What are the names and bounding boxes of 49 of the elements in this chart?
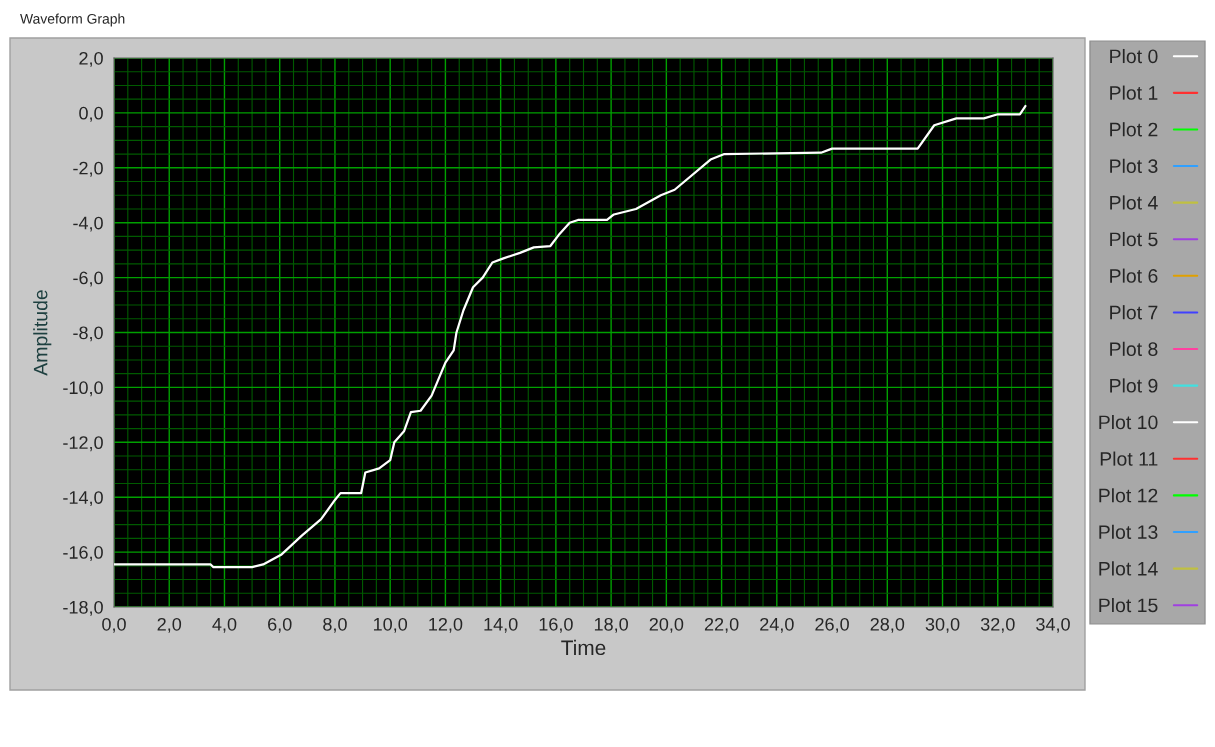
x-tick-label: 12,0	[429, 617, 463, 633]
x-tick-label: 16,0	[539, 617, 573, 633]
x-tick-label: 24,0	[760, 617, 794, 633]
legend-label: Plot 3	[1110, 158, 1158, 174]
y-tick-label: -10,0	[63, 381, 103, 397]
x-axis-title: Time	[561, 639, 606, 656]
x-tick-label: 22,0	[704, 617, 739, 633]
x-tick-label: 6,0	[268, 617, 292, 633]
y-tick-label: -8,0	[73, 326, 103, 342]
legend-label: Plot 8	[1110, 341, 1158, 357]
y-axis-title: Amplitude	[33, 290, 52, 376]
legend-label: Plot 1	[1110, 85, 1158, 100]
x-tick-label: 14,0	[484, 617, 518, 633]
chart-title: Waveform Graph	[20, 13, 125, 27]
legend-label: Plot 12	[1099, 488, 1158, 503]
legend-label: Plot 10	[1099, 414, 1158, 430]
x-tick-label: 26,0	[815, 617, 849, 633]
y-tick-label: -12,0	[63, 436, 103, 452]
legend-label: Plot 9	[1110, 378, 1158, 393]
legend-label: Plot 2	[1110, 122, 1158, 137]
x-tick-label: 30,0	[925, 617, 960, 633]
y-tick-label: -18,0	[63, 600, 103, 616]
legend-label: Plot 4	[1110, 195, 1158, 210]
x-tick-label: 28,0	[870, 617, 905, 633]
y-tick-label: 2,0	[79, 51, 103, 67]
x-tick-label: 20,0	[649, 617, 684, 633]
y-tick-label: 0,0	[79, 106, 103, 122]
x-tick-label: 0,0	[102, 617, 126, 633]
x-tick-label: 4,0	[212, 617, 237, 633]
legend-label: Plot 14	[1099, 561, 1158, 576]
legend-label: Plot 7	[1110, 305, 1158, 320]
x-tick-label: 2,0	[157, 617, 182, 633]
y-tick-label: -14,0	[63, 491, 103, 507]
y-tick-label: -16,0	[63, 546, 103, 561]
x-tick-label: 34,0	[1036, 617, 1070, 633]
legend-label: Plot 5	[1110, 231, 1158, 247]
y-tick-label: -6,0	[73, 271, 103, 287]
legend-label: Plot 11	[1100, 451, 1158, 466]
legend-label: Plot 0	[1110, 48, 1158, 64]
y-tick-label: -4,0	[73, 216, 103, 232]
x-tick-label: 10,0	[373, 617, 408, 633]
legend-label: Plot 6	[1110, 268, 1158, 283]
x-tick-label: 32,0	[980, 617, 1015, 633]
legend-label: Plot 15	[1099, 597, 1158, 613]
x-tick-label: 18,0	[594, 617, 628, 633]
x-tick-label: 8,0	[323, 617, 347, 633]
line-series	[114, 104, 1027, 569]
legend-label: Plot 13	[1099, 524, 1158, 540]
y-tick-label: -2,0	[73, 161, 103, 177]
